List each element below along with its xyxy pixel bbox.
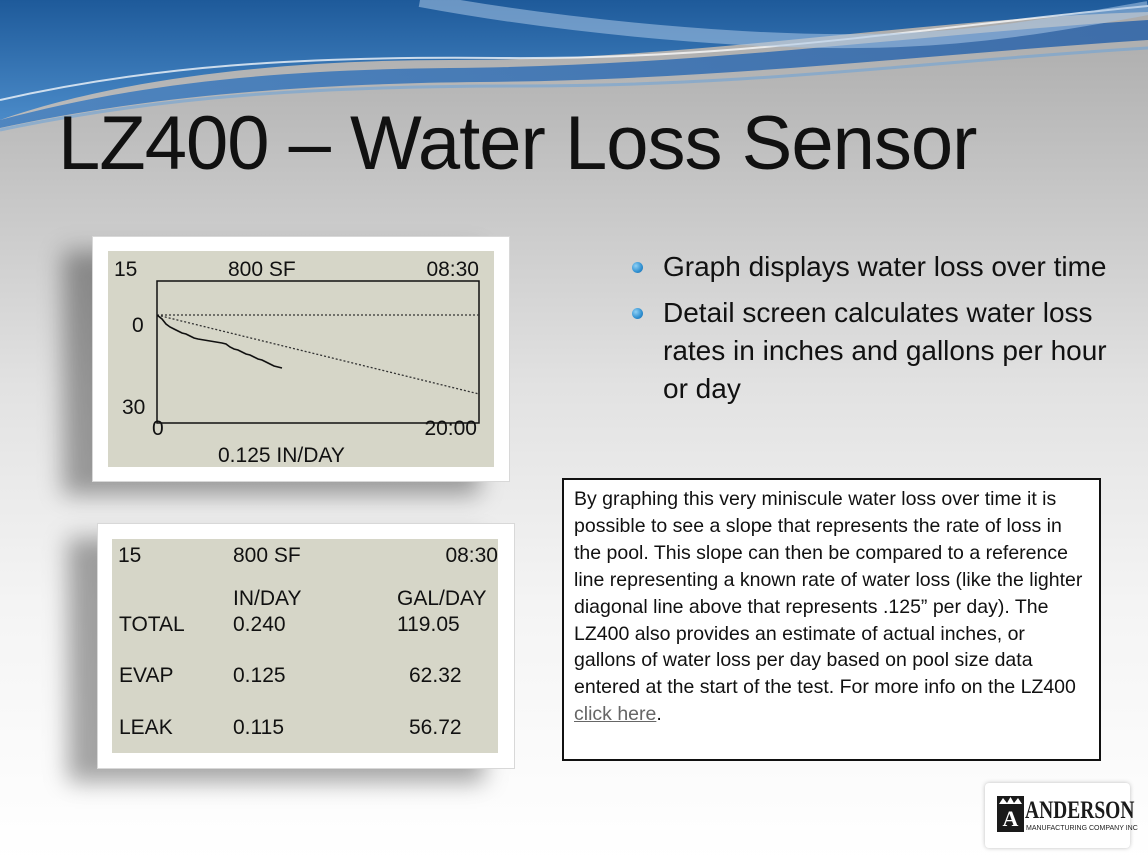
graph-y-top-label: 0 (132, 314, 144, 337)
logo-name: ANDERSON (1025, 797, 1135, 824)
water-loss-graph (156, 280, 480, 424)
detail-row-gal-total: 119.05 (397, 613, 460, 636)
bullet-item: Graph displays water loss over time (630, 248, 1130, 286)
detail-col-in-day: IN/DAY (233, 587, 302, 610)
graph-screen-card: 15 800 SF 08:30 0 30 0 20:00 0.125 IN/DA… (93, 237, 509, 481)
graph-y-bottom-label: 30 (122, 396, 146, 419)
detail-row-label-total: TOTAL (119, 613, 185, 636)
detail-screen-card: 15 800 SF 08:30 IN/DAY GAL/DAY TOTAL 0.2… (98, 524, 514, 768)
logo-crown-icon (999, 797, 1022, 804)
feature-bullet-list: Graph displays water loss over time Deta… (630, 248, 1130, 416)
graph-x-start-label: 0 (152, 417, 164, 440)
info-text: By graphing this very miniscule water lo… (574, 488, 1083, 699)
graph-lcd-display: 15 800 SF 08:30 0 30 0 20:00 0.125 IN/DA… (108, 251, 494, 467)
detail-row-in-total: 0.240 (233, 613, 286, 636)
detail-id: 15 (118, 544, 142, 567)
slide-title: LZ400 – Water Loss Sensor (58, 101, 977, 186)
graph-reference-line (156, 314, 480, 395)
detail-row-label-evap: EVAP (119, 664, 174, 687)
graph-water-level-trace (156, 314, 283, 369)
bullet-dot-icon (632, 262, 643, 273)
bullet-text: Graph displays water loss over time (663, 251, 1107, 282)
bullet-dot-icon (632, 308, 643, 319)
graph-time-start: 08:30 (426, 258, 479, 281)
graph-rate-label: 0.125 IN/DAY (218, 444, 345, 467)
detail-col-gal-day: GAL/DAY (397, 587, 487, 610)
detail-pool-size: 800 SF (233, 544, 301, 567)
detail-row-gal-leak: 56.72 (409, 716, 462, 739)
detail-row-label-leak: LEAK (119, 716, 173, 739)
detail-lcd-display: 15 800 SF 08:30 IN/DAY GAL/DAY TOTAL 0.2… (112, 539, 498, 753)
info-text-tail: . (656, 703, 662, 726)
info-text-box: By graphing this very miniscule water lo… (562, 478, 1101, 761)
detail-row-in-evap: 0.125 (233, 664, 286, 687)
detail-time: 08:30 (445, 544, 498, 567)
header-wave-graphic (0, 0, 1148, 132)
anderson-logo: A ANDERSON MANUFACTURING COMPANY INC (985, 783, 1138, 848)
bullet-text: Detail screen calculates water loss rate… (663, 297, 1107, 404)
detail-row-in-leak: 0.115 (233, 716, 284, 739)
graph-frame (156, 280, 480, 424)
bullet-item: Detail screen calculates water loss rate… (630, 294, 1130, 408)
detail-row-gal-evap: 62.32 (409, 664, 462, 687)
graph-pool-size: 800 SF (228, 258, 296, 281)
logo-subtitle: MANUFACTURING COMPANY INC (1026, 825, 1138, 832)
logo-letter: A (1002, 806, 1019, 831)
anderson-logo-icon: A (997, 796, 1024, 832)
click-here-link[interactable]: click here (574, 703, 657, 726)
graph-id: 15 (114, 258, 138, 281)
